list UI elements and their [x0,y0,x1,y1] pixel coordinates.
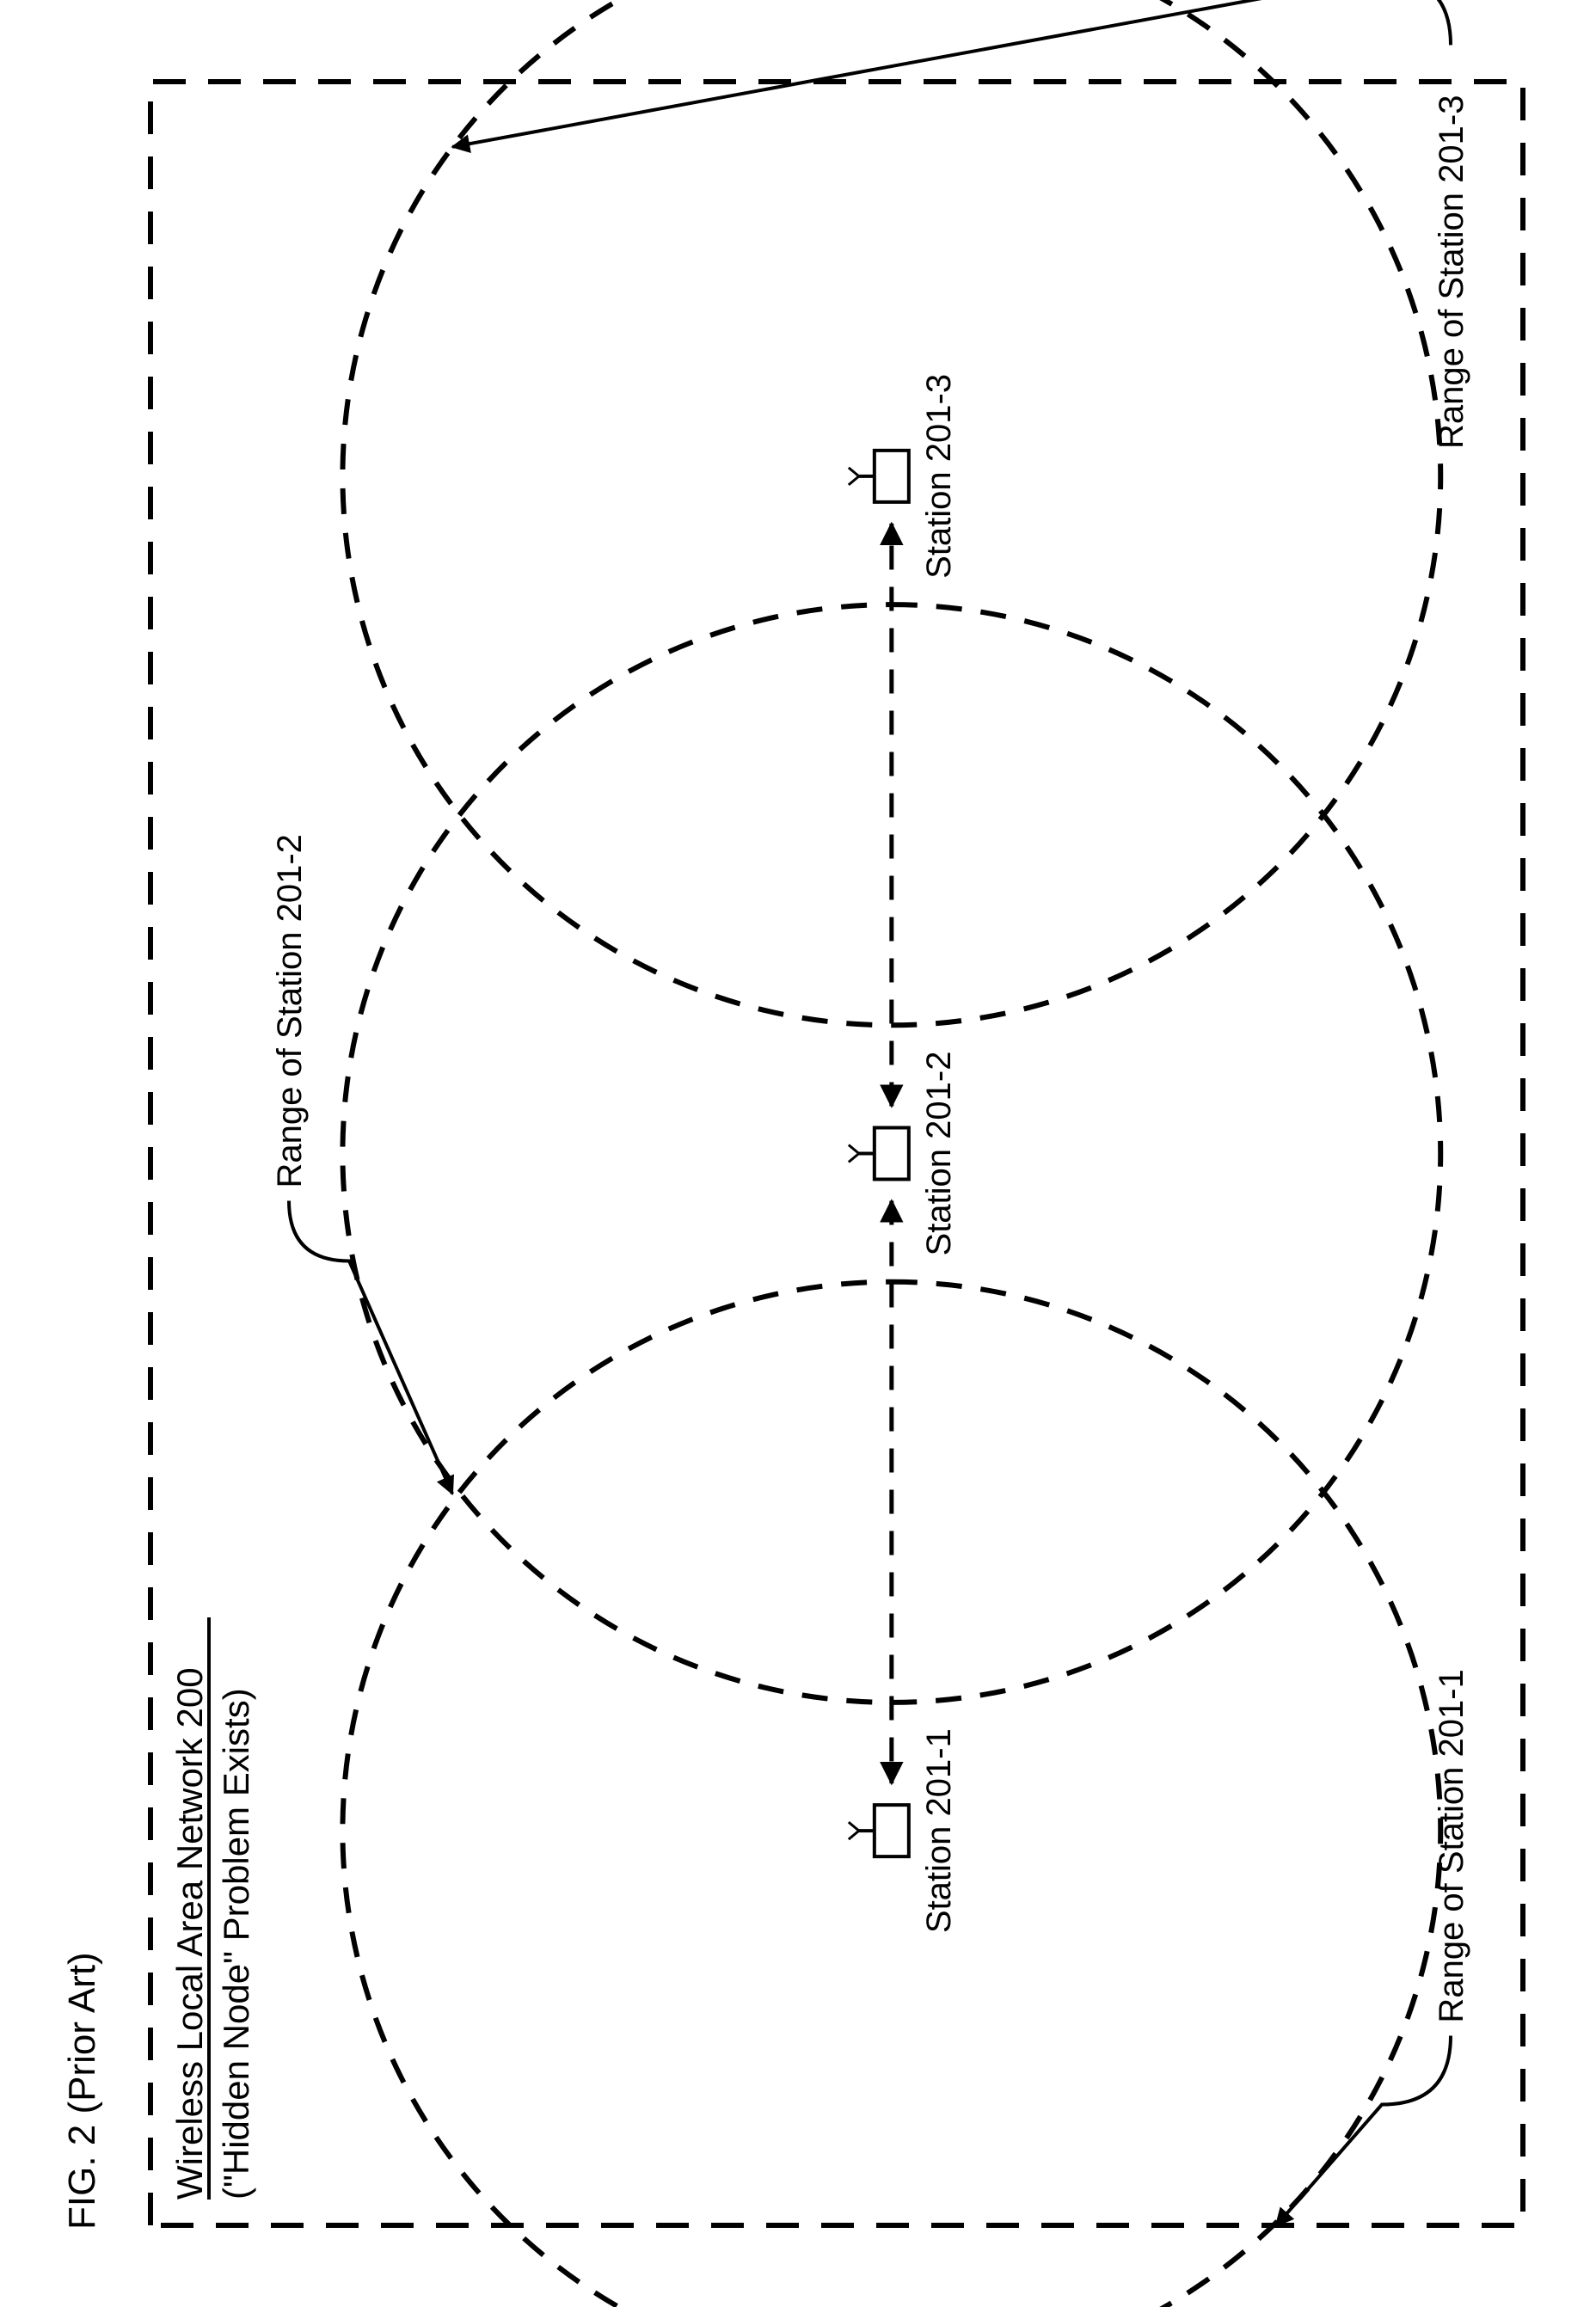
figure-title: FIG. 2 (Prior Art) [61,1952,103,2230]
network-title: Wireless Local Area Network 200 [169,1667,210,2200]
range-label-s1: Range of Station 201-1 [1433,1669,1470,2022]
station-label-s1: Station 201-1 [920,1728,958,1933]
network-subtitle: ("Hidden Node" Problem Exists) [216,1688,256,2200]
station-label-s2: Station 201-2 [920,1052,958,1256]
station-label-s3: Station 201-3 [920,374,958,579]
range-label-s2: Range of Station 201-2 [271,834,309,1187]
range-label-s3: Range of Station 201-3 [1433,95,1470,449]
